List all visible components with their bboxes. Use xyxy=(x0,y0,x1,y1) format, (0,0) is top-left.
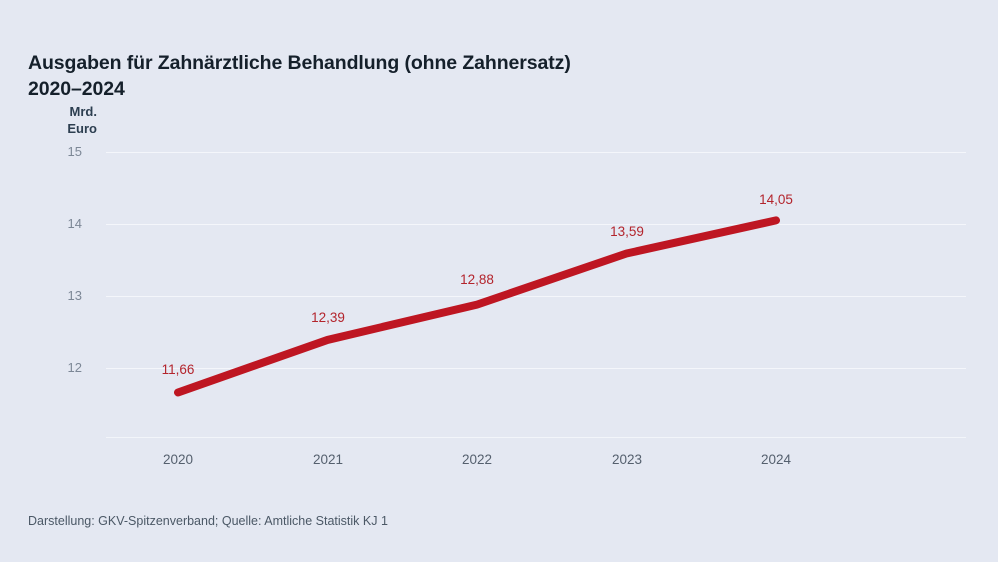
gridline-13 xyxy=(106,296,966,297)
page-title-line2: 2020–2024 xyxy=(28,78,125,100)
y-axis-unit-line2: Euro xyxy=(67,121,97,136)
x-tick-label-2022: 2022 xyxy=(461,452,493,467)
y-axis-unit-label: Mrd. Euro xyxy=(0,103,97,137)
value-label-2020: 11,66 xyxy=(161,362,195,377)
x-tick-label-2021: 2021 xyxy=(312,452,344,467)
x-tick-label-2024: 2024 xyxy=(760,452,792,467)
y-tick-label-12: 12 xyxy=(67,360,82,375)
value-label-2021: 12,39 xyxy=(311,310,345,325)
source-note: Darstellung: GKV-Spitzenverband; Quelle:… xyxy=(28,514,388,528)
gridline-15 xyxy=(106,152,966,153)
page-title-line1: Ausgaben für Zahnärztliche Behandlung (o… xyxy=(28,52,571,74)
page-title: Ausgaben für Zahnärztliche Behandlung (o… xyxy=(28,24,888,128)
value-label-2024: 14,05 xyxy=(759,192,793,207)
value-label-2023: 13,59 xyxy=(610,224,644,239)
y-tick-label-15: 15 xyxy=(67,144,82,159)
gridline-baseline xyxy=(106,437,966,438)
value-label-2022: 12,88 xyxy=(460,272,494,287)
y-axis-unit-line1: Mrd. xyxy=(69,104,97,119)
y-tick-label-13: 13 xyxy=(67,288,82,303)
x-tick-label-2023: 2023 xyxy=(611,452,643,467)
x-tick-label-2020: 2020 xyxy=(162,452,194,467)
plot-area xyxy=(106,146,966,442)
y-tick-label-14: 14 xyxy=(67,216,82,231)
gridline-14 xyxy=(106,224,966,225)
